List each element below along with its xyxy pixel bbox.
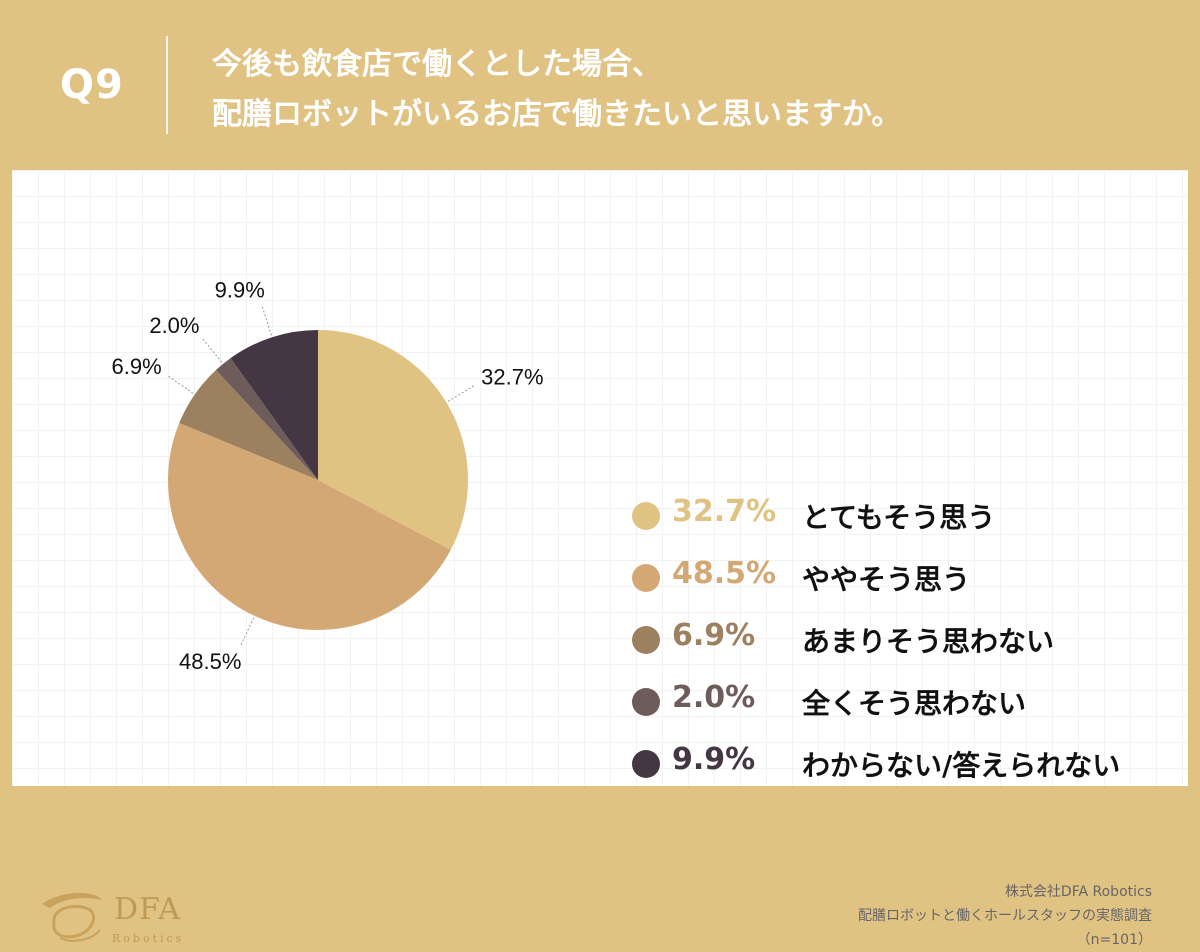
pie-chart: 32.7% 48.5% 6.9% 2.0% 9.9% [111,278,543,675]
legend-label-4: 全くそう思わない [802,687,1027,720]
legend-percentage-1: 32.7% [672,494,777,529]
legend-swatch-5 [632,750,660,778]
pie-data-label-1: 32.7% [481,365,543,390]
question-title-line1: 今後も飲食店で働くとした場合、 [212,47,662,82]
source-survey: 配膳ロボットと働くホールスタッフの実態調査 [858,908,1152,924]
legend-label-1: とてもそう思う [802,501,996,534]
legend-item-2: 48.5% ややそう思う [620,550,1180,612]
legend-percentage-2: 48.5% [672,556,777,591]
source-company: 株式会社DFA Robotics [1004,884,1152,900]
legend-swatch-2 [632,564,660,592]
pie-slice-1 [318,330,468,550]
pie-leader-line-2 [240,617,255,646]
legend-item-3: 6.9% あまりそう思わない [620,612,1180,674]
pie-leader-line-3 [168,375,194,394]
question-title: 今後も飲食店で働くとした場合、 配膳ロボットがいるお店で働きたいと思いますか。 [212,40,1172,140]
question-header: Q9 今後も飲食店で働くとした場合、 配膳ロボットがいるお店で働きたいと思います… [0,0,1200,168]
dfa-logo: DFA Robotics [32,882,202,952]
pie-slice-5 [230,330,318,480]
pie-data-label-2: 48.5% [179,649,241,674]
pie-slice-2 [167,423,451,631]
question-number: Q9 [60,62,124,108]
source-note: 株式会社DFA Robotics 配膳ロボットと働くホールスタッフの実態調査 （… [858,880,1152,952]
chart-panel: 32.7% 48.5% 6.9% 2.0% 9.9% 32.7% とてもそう思う 48.5%… [12,170,1188,948]
legend-item-5: 9.9% わからない/答えられない [620,736,1180,798]
legend-swatch-3 [632,626,660,654]
dfa-logo-icon [42,892,102,942]
legend-item-4: 2.0% 全くそう思わない [620,674,1180,736]
legend-label-3: あまりそう思わない [802,625,1055,658]
header-divider [166,36,168,134]
pie-leader-line-4 [202,338,223,363]
pie-data-label-4: 2.0% [149,313,199,338]
pie-leader-line-5 [261,306,272,336]
chart-legend: 32.7% とてもそう思う 48.5% ややそう思う 6.9% あまりそう思わない 2.0%… [620,488,1180,798]
legend-label-2: ややそう思う [802,563,971,596]
legend-label-5: わからない/答えられない [802,749,1121,782]
pie-leader-line-1 [447,385,475,402]
question-title-line2: 配膳ロボットがいるお店で働きたいと思いますか。 [212,97,902,132]
pie-slice-4 [216,358,318,480]
pie-data-label-5: 9.9% [215,278,265,303]
legend-swatch-4 [632,688,660,716]
legend-swatch-1 [632,502,660,530]
source-sample: （n=101） [1076,932,1152,948]
legend-percentage-5: 9.9% [672,742,756,777]
dfa-logo-text: DFA [114,892,181,927]
pie-slice-3 [179,370,318,480]
legend-item-1: 32.7% とてもそう思う [620,488,1180,550]
legend-percentage-4: 2.0% [672,680,756,715]
legend-percentage-3: 6.9% [672,618,756,653]
pie-data-label-3: 6.9% [111,354,161,379]
dfa-logo-subtext: Robotics [112,932,185,945]
